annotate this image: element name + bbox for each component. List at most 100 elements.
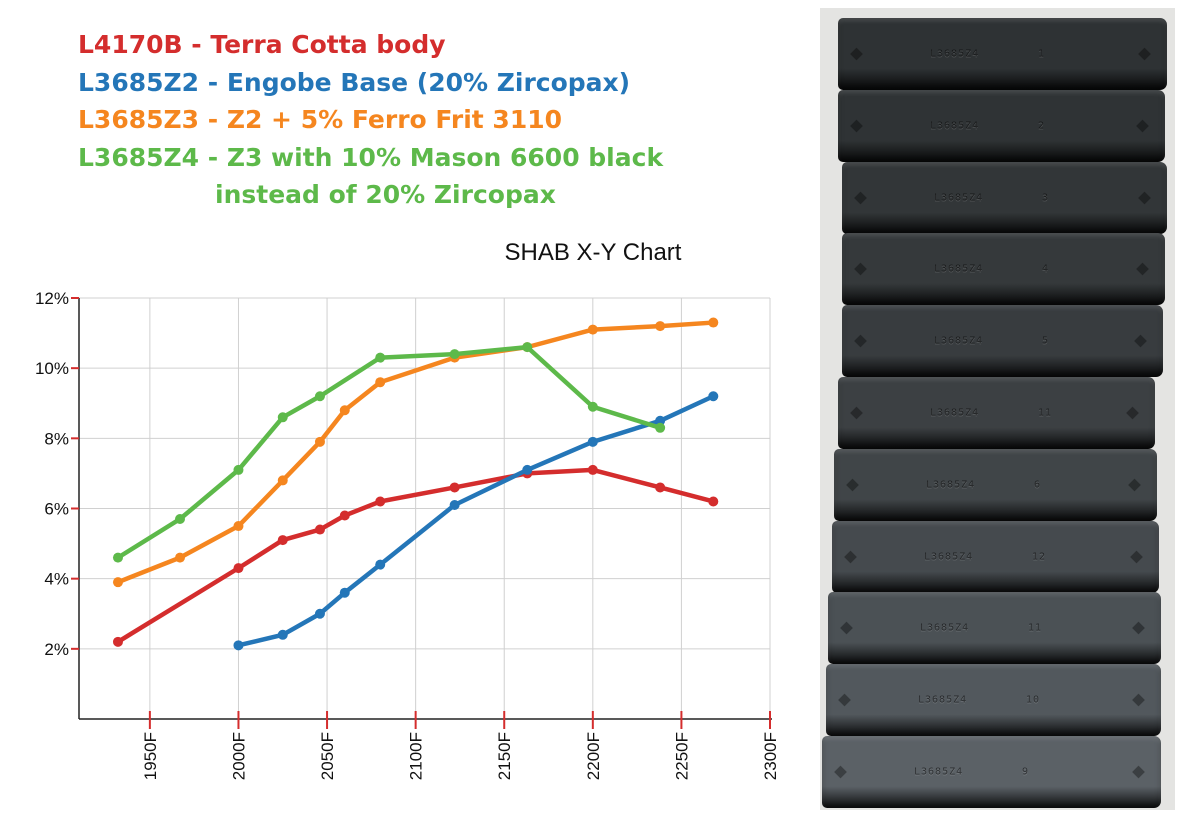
data-point-series-2 — [375, 559, 386, 570]
bar-stamp-label: L3685Z4 — [918, 694, 968, 706]
data-point-series-4 — [587, 401, 598, 412]
legend: L4170B - Terra Cotta body L3685Z2 - Engob… — [78, 26, 663, 214]
data-point-series-2 — [277, 629, 288, 640]
test-bar: L3685Z4 11 — [828, 592, 1161, 665]
data-point-series-3 — [277, 475, 288, 486]
stamp-mark — [1138, 191, 1151, 204]
bar-stamp-number: 6 — [1034, 479, 1042, 491]
stamp-mark — [854, 191, 867, 204]
data-point-series-3 — [375, 377, 386, 388]
data-point-series-1 — [339, 510, 350, 521]
legend-entry: L3685Z3 - Z2 + 5% Ferro Frit 3110 — [78, 105, 563, 134]
test-bar: L3685Z4 11 — [838, 377, 1155, 449]
stamp-mark — [834, 765, 847, 779]
test-bar: L3685Z4 10 — [826, 664, 1161, 737]
data-point-series-1 — [314, 524, 325, 535]
stamp-mark — [1128, 478, 1141, 492]
y-tick-label: 12% — [35, 289, 69, 308]
data-point-series-1 — [655, 482, 666, 493]
data-point-series-2 — [708, 391, 719, 402]
stamp-mark — [850, 47, 863, 61]
legend-entry: L3685Z2 - Engobe Base (20% Zircopax) — [78, 67, 631, 97]
data-point-series-1 — [708, 496, 719, 507]
data-point-series-2 — [522, 464, 533, 475]
data-point-series-4 — [375, 352, 386, 363]
test-bar: L3685Z4 12 — [832, 520, 1159, 593]
series-line-2 — [236, 393, 716, 648]
bar-stamp-number: 9 — [1022, 766, 1030, 778]
data-point-series-4 — [449, 349, 460, 360]
test-bar: L3685Z4 3 — [842, 161, 1167, 234]
legend-entry: instead of 20% Zircopax — [215, 180, 556, 209]
stamp-mark — [844, 550, 857, 563]
y-tick-label: 4% — [44, 570, 69, 589]
bar-stamp-label: L3685Z4 — [920, 622, 970, 634]
bar-stamp-label: L3685Z4 — [914, 766, 964, 778]
data-point-series-1 — [233, 563, 244, 574]
data-point-series-2 — [233, 640, 244, 651]
legend-entry: L3685Z4 - Z3 with 10% Mason 6600 black — [78, 142, 664, 172]
stamp-mark — [1132, 765, 1145, 779]
data-point-series-4 — [655, 422, 666, 433]
data-point-series-2 — [449, 499, 460, 510]
stamp-mark — [840, 622, 853, 635]
bar-stamp-number: 10 — [1026, 694, 1041, 706]
stamp-mark — [1136, 263, 1149, 276]
line-chart: SHAB X-Y Chart 2% 4% 6% 8% 10% 12% 1950F 2000F 20… — [35, 239, 780, 780]
bar-stamp-label: L3685Z4 — [934, 335, 984, 347]
data-point-series-4 — [112, 552, 123, 563]
data-point-series-4 — [233, 464, 244, 475]
bar-stamp-label: L3685Z4 — [934, 192, 984, 204]
bar-stamp-number: 4 — [1042, 263, 1050, 275]
bar-stamp-number: 11 — [1028, 622, 1043, 634]
stamp-mark — [854, 263, 867, 276]
bar-stamp-number: 3 — [1042, 192, 1050, 204]
data-point-series-3 — [233, 521, 244, 532]
test-bar-photo: L3685Z4 1 L3685Z4 2 L3685Z4 3 L3685Z4 4 L3685Z4 5… — [820, 8, 1175, 810]
bar-stamp-label: L3685Z4 — [934, 263, 984, 275]
data-point-series-3 — [314, 436, 325, 447]
data-point-series-2 — [314, 608, 325, 619]
stamp-mark — [1132, 622, 1145, 635]
data-point-series-4 — [174, 514, 185, 525]
stamp-mark — [838, 693, 851, 707]
test-bar: L3685Z4 1 — [838, 18, 1167, 90]
bar-stamp-label: L3685Z4 — [930, 48, 980, 60]
data-point-series-1 — [277, 535, 288, 546]
data-point-series-3 — [708, 317, 719, 328]
data-point-series-3 — [112, 577, 123, 588]
bar-stamp-number: 12 — [1032, 551, 1047, 563]
bar-stamp-number: 2 — [1038, 120, 1046, 132]
stamp-mark — [1136, 119, 1149, 133]
bar-stamp-label: L3685Z4 — [930, 120, 980, 132]
stamp-mark — [1134, 334, 1147, 348]
data-point-series-4 — [522, 342, 533, 353]
y-tick-label: 8% — [44, 429, 69, 448]
x-tick-label: 2050F — [318, 732, 337, 780]
data-point-series-3 — [655, 321, 666, 332]
x-tick-label: 1950F — [141, 732, 160, 780]
chart-title: SHAB X-Y Chart — [505, 239, 682, 266]
series-line-3 — [115, 320, 716, 585]
stamp-mark — [1132, 693, 1145, 707]
data-point-series-3 — [174, 552, 185, 563]
bar-stamp-label: L3685Z4 — [924, 551, 974, 563]
bar-stamp-label: L3685Z4 — [930, 407, 980, 419]
x-tick-label: 2300F — [761, 732, 780, 780]
data-point-series-3 — [339, 405, 350, 416]
data-point-series-4 — [314, 391, 325, 402]
data-point-series-1 — [587, 464, 598, 475]
bar-stamp-number: 11 — [1038, 407, 1053, 419]
test-bar: L3685Z4 2 — [838, 89, 1165, 162]
data-point-series-4 — [277, 412, 288, 423]
test-bar: L3685Z4 5 — [842, 305, 1163, 378]
y-tick-label: 10% — [35, 359, 69, 378]
bar-stamp-label: L3685Z4 — [926, 479, 976, 491]
data-point-series-1 — [449, 482, 460, 493]
x-tick-label: 2100F — [407, 732, 426, 780]
x-tick-label: 2150F — [495, 732, 514, 780]
data-point-series-3 — [587, 324, 598, 335]
x-tick-label: 2200F — [584, 732, 603, 780]
bar-stamp-number: 5 — [1042, 335, 1050, 347]
y-tick-label: 6% — [44, 500, 69, 519]
